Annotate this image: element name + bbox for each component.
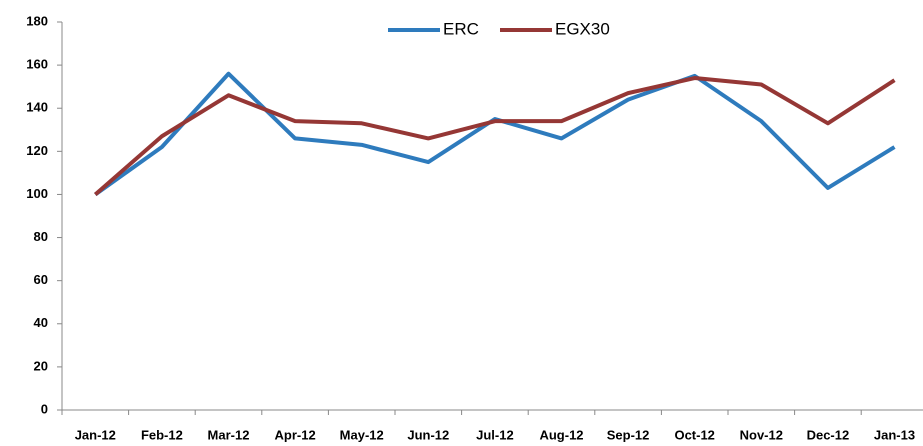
y-tick-label: 80: [34, 229, 48, 244]
y-tick-label: 140: [26, 100, 48, 115]
x-tick-label: Jan-12: [75, 427, 116, 442]
x-tick-label: Oct-12: [674, 427, 714, 442]
legend-label: ERC: [443, 19, 479, 38]
series-line: [93, 76, 896, 196]
x-tick-label: Aug-12: [539, 427, 583, 442]
y-tick-label: 100: [26, 186, 48, 201]
y-tick-label: 20: [34, 358, 48, 373]
y-tick-label: 160: [26, 57, 48, 72]
x-tick-label: Apr-12: [275, 427, 316, 442]
y-tick-label: 0: [41, 401, 48, 416]
x-tick-label: May-12: [340, 427, 384, 442]
y-tick-label: 180: [26, 13, 48, 28]
x-tick-label: Dec-12: [807, 427, 850, 442]
x-tick-label: Feb-12: [141, 427, 183, 442]
legend-label: EGX30: [555, 19, 610, 38]
x-tick-label: Jan-13: [874, 427, 915, 442]
y-tick-label: 120: [26, 143, 48, 158]
y-tick-label: 60: [34, 272, 48, 287]
x-tick-label: Jul-12: [476, 427, 514, 442]
y-tick-label: 40: [34, 315, 48, 330]
x-tick-label: Mar-12: [208, 427, 250, 442]
x-tick-label: Jun-12: [407, 427, 449, 442]
x-tick-label: Sep-12: [607, 427, 650, 442]
x-tick-label: Nov-12: [740, 427, 783, 442]
series-line: [94, 71, 896, 197]
